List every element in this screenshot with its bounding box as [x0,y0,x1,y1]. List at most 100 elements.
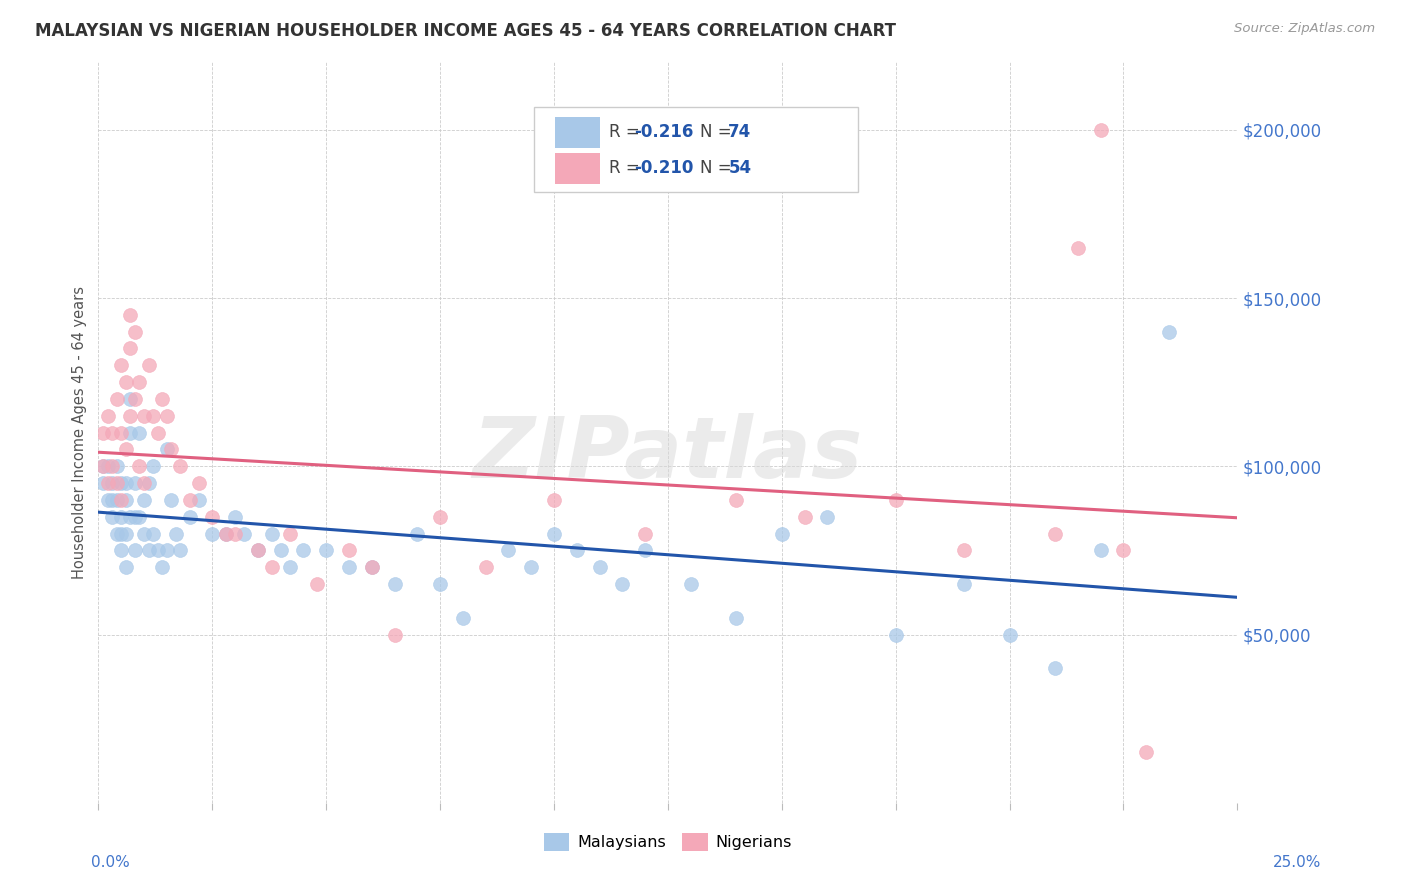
Nigerians [793,509,815,524]
Malaysians [132,492,155,507]
Malaysians [1157,325,1180,339]
Nigerians [146,425,169,440]
Malaysians [337,560,360,574]
Nigerians [110,425,132,440]
Nigerians [114,442,136,457]
Malaysians [114,560,136,574]
Malaysians [105,526,128,541]
Malaysians [201,526,224,541]
Malaysians [246,543,269,558]
Malaysians [138,476,160,491]
Nigerians [429,509,451,524]
Malaysians [429,577,451,591]
Malaysians [124,509,146,524]
Text: -0.210: -0.210 [634,160,693,178]
Text: ZIPatlas: ZIPatlas [472,413,863,496]
Nigerians [120,342,142,356]
Nigerians [543,492,565,507]
Malaysians [679,577,702,591]
Malaysians [124,476,146,491]
Malaysians [725,610,748,624]
Nigerians [160,442,183,457]
Nigerians [953,543,976,558]
Malaysians [110,526,132,541]
Nigerians [1135,745,1157,759]
Nigerians [215,526,238,541]
Nigerians [101,459,124,474]
Malaysians [315,543,337,558]
Nigerians [91,459,114,474]
Malaysians [165,526,187,541]
Nigerians [120,308,142,322]
Malaysians [142,459,165,474]
Malaysians [124,543,146,558]
Nigerians [96,476,118,491]
Legend: Malaysians, Nigerians: Malaysians, Nigerians [537,827,799,858]
Nigerians [110,359,132,373]
Malaysians [96,459,118,474]
Malaysians [884,627,907,641]
Malaysians [1090,543,1112,558]
Nigerians [1112,543,1135,558]
Nigerians [105,392,128,406]
Nigerians [1067,240,1090,255]
Nigerians [1090,122,1112,136]
Malaysians [612,577,634,591]
Malaysians [105,459,128,474]
Nigerians [128,459,150,474]
Malaysians [96,492,118,507]
Malaysians [1043,661,1066,675]
Nigerians [114,375,136,389]
Text: -0.216: -0.216 [634,123,693,141]
Malaysians [105,492,128,507]
Malaysians [150,560,173,574]
Nigerians [260,560,283,574]
Malaysians [146,543,169,558]
Nigerians [110,492,132,507]
Malaysians [270,543,292,558]
Text: 0.0%: 0.0% [91,855,131,870]
Nigerians [725,492,748,507]
Malaysians [543,526,565,541]
Malaysians [128,425,150,440]
Malaysians [770,526,793,541]
Nigerians [360,560,382,574]
Nigerians [138,359,160,373]
Malaysians [101,476,124,491]
Nigerians [150,392,173,406]
Nigerians [156,409,179,423]
Malaysians [156,543,179,558]
Nigerians [142,409,165,423]
Malaysians [160,492,183,507]
Malaysians [120,509,142,524]
Malaysians [114,476,136,491]
Malaysians [634,543,657,558]
Malaysians [142,526,165,541]
Nigerians [337,543,360,558]
Malaysians [110,543,132,558]
Malaysians [120,392,142,406]
Malaysians [406,526,429,541]
Malaysians [138,543,160,558]
Nigerians [634,526,657,541]
Nigerians [101,425,124,440]
Malaysians [132,526,155,541]
Nigerians [307,577,329,591]
Nigerians [105,476,128,491]
Text: 74: 74 [728,123,752,141]
Malaysians [156,442,179,457]
Malaysians [451,610,474,624]
Malaysians [520,560,543,574]
Malaysians [953,577,976,591]
Malaysians [998,627,1021,641]
Nigerians [474,560,496,574]
Text: 54: 54 [728,160,751,178]
Malaysians [224,509,246,524]
Malaysians [114,492,136,507]
Y-axis label: Householder Income Ages 45 - 64 years: Householder Income Ages 45 - 64 years [72,286,87,579]
Nigerians [884,492,907,507]
Nigerians [91,425,114,440]
Nigerians [246,543,269,558]
Malaysians [384,577,406,591]
Nigerians [132,409,155,423]
